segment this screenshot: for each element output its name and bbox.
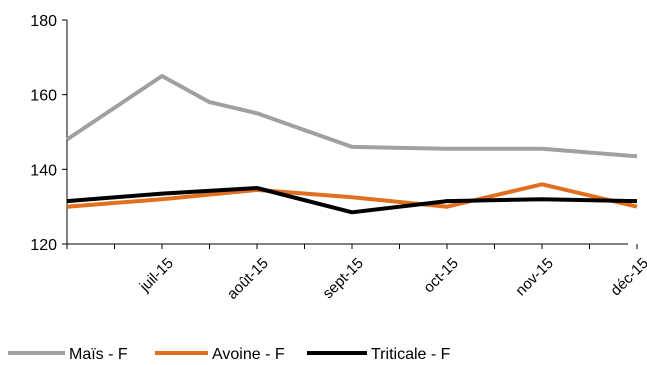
legend-item: Avoine - F xyxy=(155,346,285,363)
legend-label: Maïs - F xyxy=(69,346,128,363)
legend-label: Triticale - F xyxy=(371,346,451,363)
y-axis-ticks: 120 140 160 180 xyxy=(30,13,67,254)
x-axis-ticks: juil-15 août-15 sept-15 oct-15 nov-15 déc-15 xyxy=(66,244,647,303)
legend: Maïs - F Avoine - F Triticale - F xyxy=(8,346,451,363)
legend-item: Maïs - F xyxy=(8,346,128,363)
y-tick-label: 180 xyxy=(30,13,57,30)
legend-label: Avoine - F xyxy=(212,346,285,363)
x-tick-label: août-15 xyxy=(224,255,272,303)
y-tick-label: 160 xyxy=(30,88,57,105)
legend-item: Triticale - F xyxy=(307,346,451,363)
series-line-2 xyxy=(66,186,638,215)
x-tick-label: nov-15 xyxy=(512,255,556,299)
series-layer xyxy=(65,74,638,215)
y-tick-label: 140 xyxy=(30,162,57,179)
x-tick-label: déc-15 xyxy=(607,255,647,299)
x-tick-label: oct-15 xyxy=(420,255,462,297)
x-tick-label: juil-15 xyxy=(136,255,177,296)
series-line-1 xyxy=(66,182,638,209)
series-line-0 xyxy=(65,74,638,159)
x-tick-label: sept-15 xyxy=(319,255,366,302)
y-tick-label: 120 xyxy=(30,237,57,254)
